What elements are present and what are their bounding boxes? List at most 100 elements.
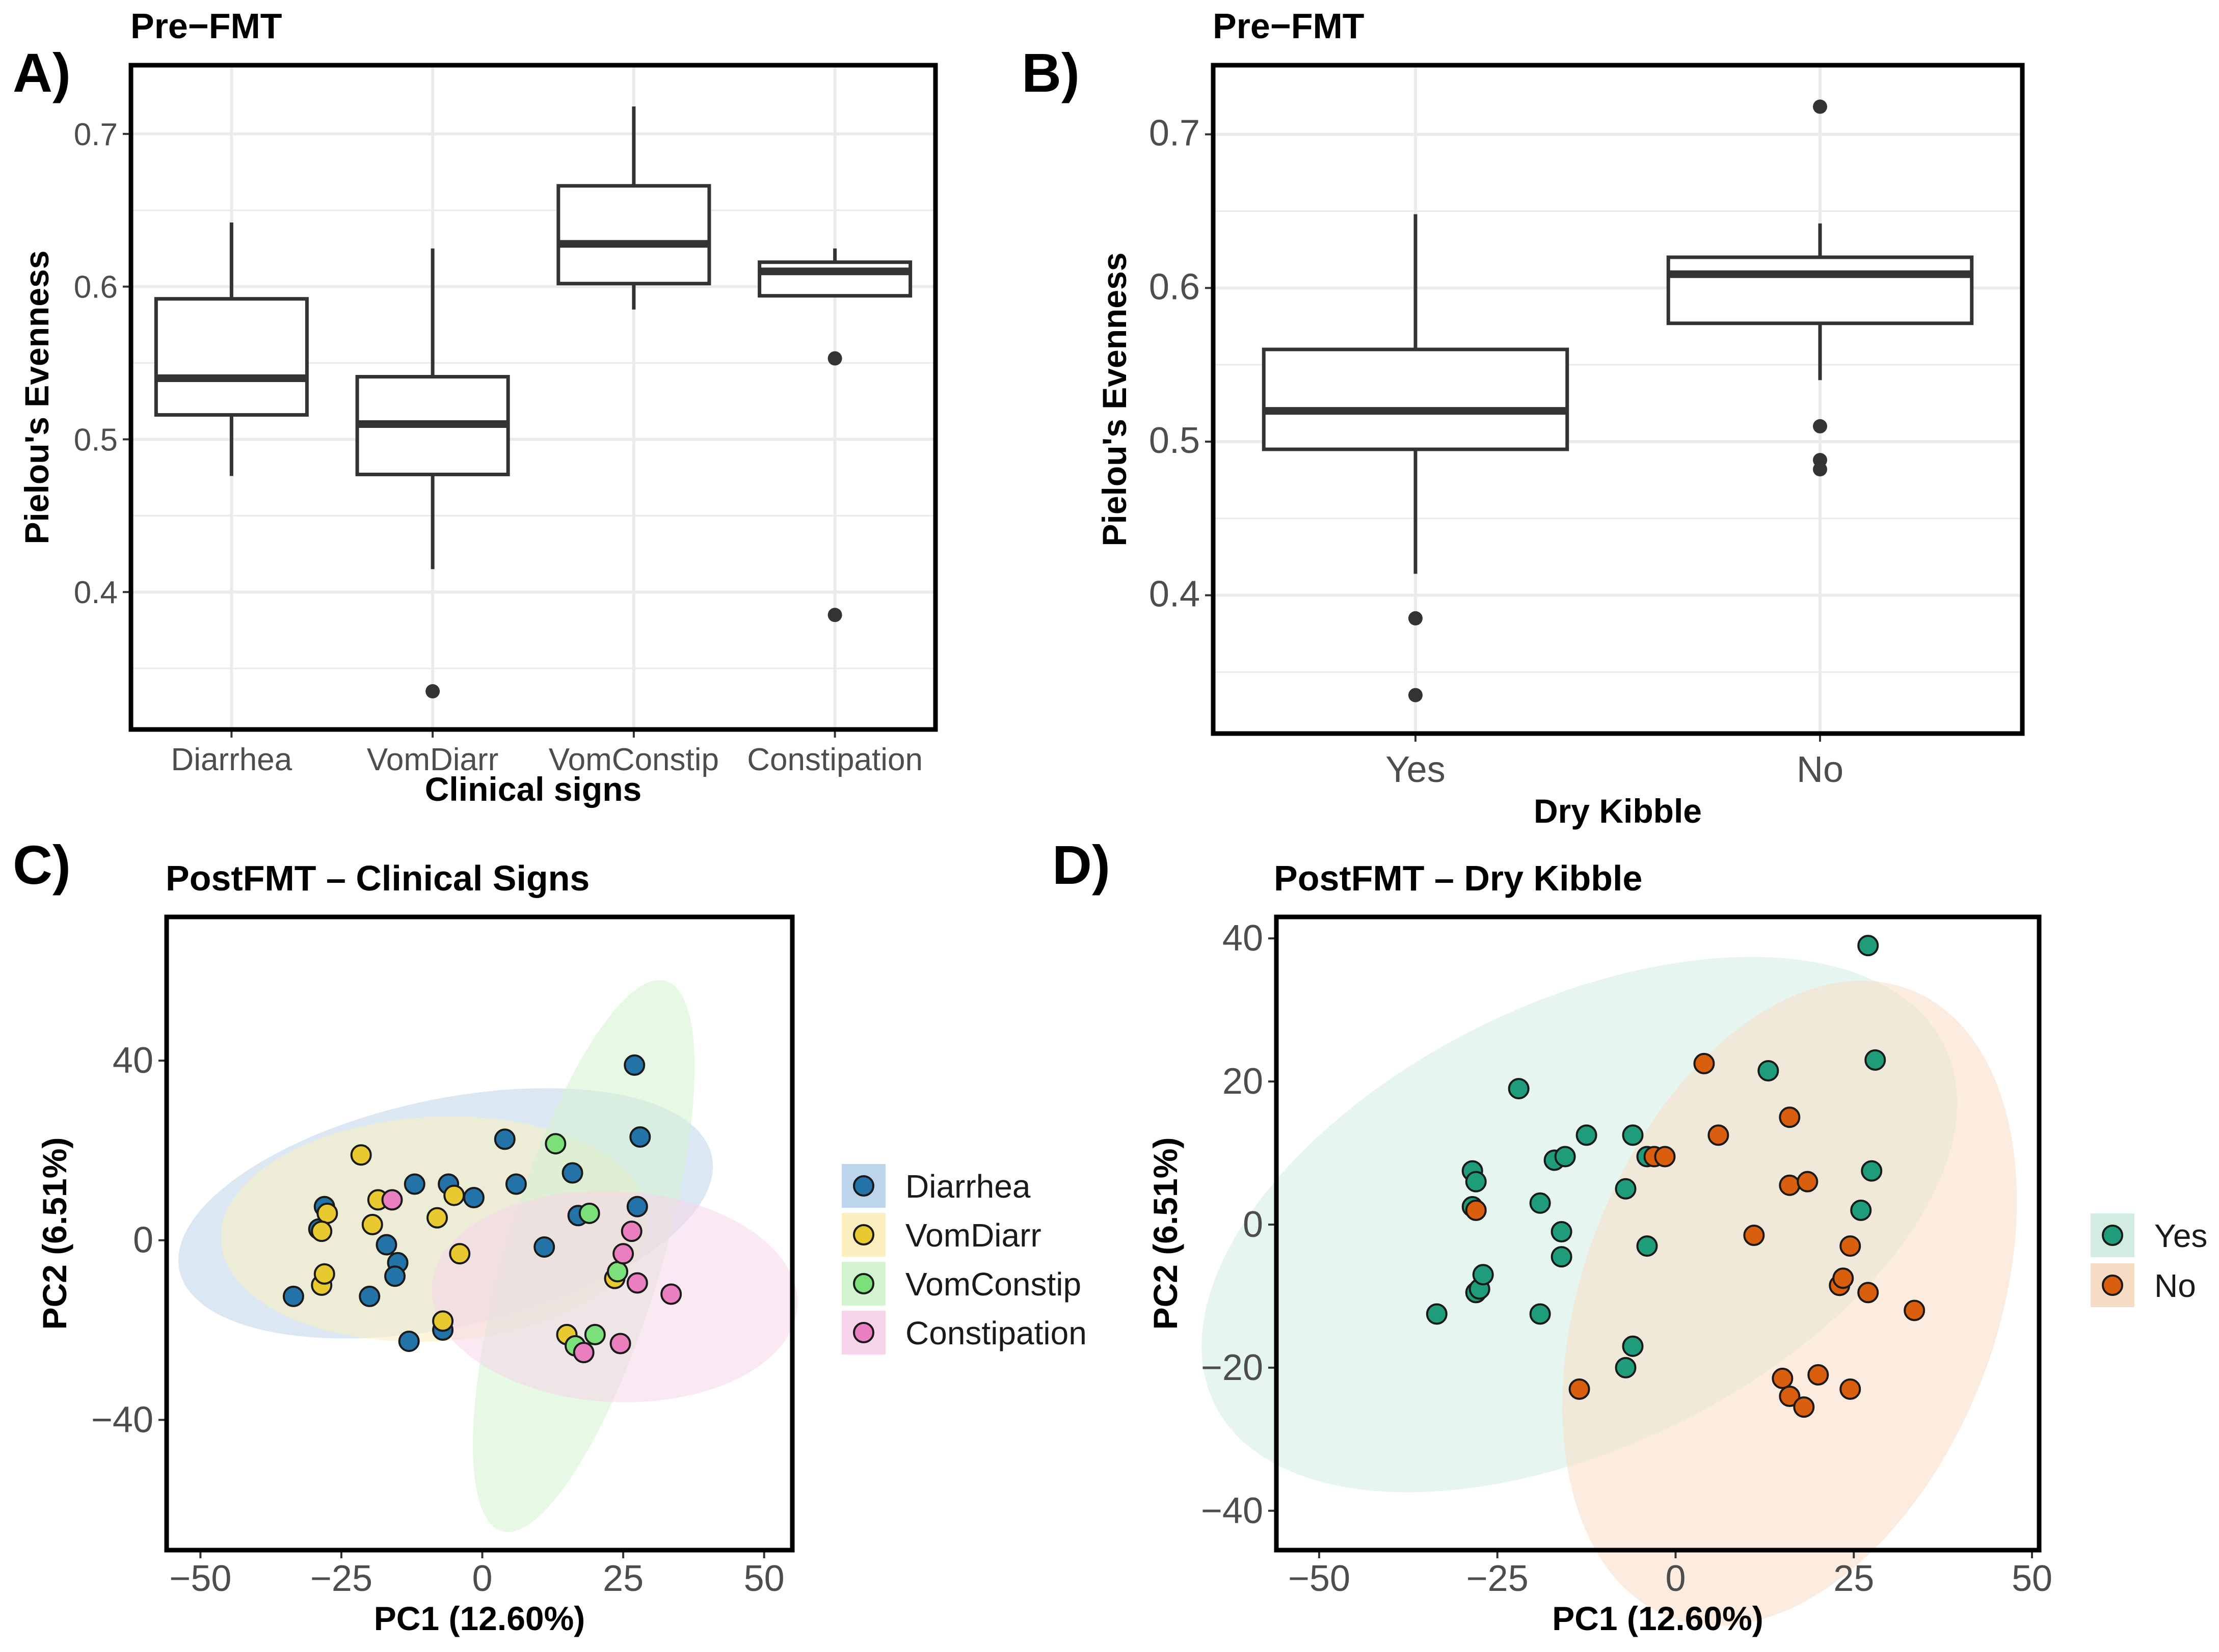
y-tick-label: 0.5: [1149, 420, 1200, 461]
y-tick-label: 0.5: [74, 422, 118, 457]
outlier-point: [425, 684, 440, 699]
panel-border: [128, 63, 938, 732]
panel-letter: A): [13, 42, 71, 103]
box-no: [1666, 99, 1974, 477]
x-tick-label: VomDiarr: [367, 742, 498, 777]
x-tick-label: Diarrhea: [171, 742, 292, 777]
data-point: [463, 1186, 485, 1208]
ellipses: [178, 980, 798, 1532]
legend-symbol: [2102, 1225, 2123, 1246]
data-point: [432, 1310, 454, 1332]
legend-label: Diarrhea: [905, 1168, 1031, 1205]
data-point: [1832, 1267, 1854, 1289]
x-tick-label: Yes: [1385, 749, 1445, 790]
panel-letter: B): [1022, 42, 1080, 103]
data-point: [562, 1162, 583, 1184]
data-point: [505, 1173, 527, 1195]
data-point: [624, 1054, 646, 1076]
data-point: [1622, 1124, 1644, 1146]
iqr-box: [154, 297, 309, 417]
panel-border: [164, 914, 795, 1553]
y-tick-label: −40: [91, 1399, 153, 1440]
outlier-point: [1813, 462, 1827, 477]
y-tick-label: −40: [1201, 1491, 1263, 1531]
panel-d: D) PostFMT – Dry Kibble −50 −25 0 25 50 −40 −20 0…: [1052, 834, 2207, 1637]
legend-label: No: [2154, 1267, 2196, 1304]
data-point: [1857, 1282, 1879, 1304]
data-point: [494, 1128, 516, 1150]
data-point: [316, 1202, 338, 1224]
data-point: [1465, 1199, 1487, 1221]
outlier-point: [827, 608, 842, 622]
y-tick-label: 0.7: [74, 117, 118, 152]
y-tick-label: −20: [1201, 1347, 1263, 1388]
y-axis-label: PC2 (6.51%): [36, 1138, 73, 1330]
points-yes: [1426, 935, 1886, 1378]
data-point: [1772, 1367, 1794, 1389]
legend-label: Yes: [2154, 1217, 2207, 1254]
y-tick-label: 0.6: [1149, 266, 1200, 307]
data-point: [621, 1221, 643, 1242]
x-tick-label: No: [1797, 749, 1843, 790]
panel-letter: D): [1052, 834, 1110, 896]
points-vomdiarr: [311, 1144, 626, 1345]
ellipse-no: [1562, 981, 2017, 1626]
data-point: [1839, 1235, 1861, 1257]
box-diarrhea: [154, 222, 309, 476]
data-point: [1615, 1357, 1637, 1378]
x-tick-label: 25: [1833, 1558, 1874, 1599]
y-tick-label: 0.7: [1149, 113, 1200, 154]
data-point: [1693, 1052, 1715, 1074]
legend-symbol: [853, 1224, 874, 1245]
y-tick-label: 40: [1222, 918, 1263, 959]
data-point: [361, 1213, 383, 1235]
legend: Yes No: [2091, 1213, 2207, 1307]
iqr-box: [556, 184, 711, 286]
legend: Diarrhea VomDiarr VomConstip Constipation: [842, 1164, 1087, 1355]
data-point: [660, 1283, 682, 1305]
data-point: [609, 1333, 631, 1355]
x-axis-label: PC1 (12.60%): [374, 1600, 585, 1637]
y-axis-label: Pielou's Evenness: [18, 251, 56, 545]
x-axis-label: Dry Kibble: [1534, 792, 1702, 830]
panel-letter: C): [13, 834, 71, 896]
data-point: [1472, 1264, 1494, 1286]
panel-b: B) Pre−FMT 0.4 0.5 0.6 0.7 Yes No Dry Kibble Piel…: [1022, 6, 2025, 830]
legend-symbol: [853, 1175, 874, 1197]
data-point: [1743, 1225, 1765, 1247]
data-point: [626, 1196, 648, 1217]
data-point: [1779, 1386, 1801, 1407]
y-tick-label: 0.4: [74, 575, 118, 610]
data-point: [533, 1236, 555, 1258]
data-point: [282, 1285, 304, 1307]
legend-label: Constipation: [905, 1315, 1087, 1351]
legend-symbol: [2102, 1275, 2123, 1296]
outlier-point: [1408, 611, 1423, 626]
x-tick-label: 25: [603, 1558, 644, 1599]
data-point: [578, 1202, 600, 1224]
y-tick-label: 0.4: [1149, 574, 1200, 615]
data-point: [1508, 1078, 1530, 1100]
x-tick-label: 0: [472, 1558, 493, 1599]
x-tick-label: Constipation: [747, 742, 923, 777]
x-tick-label: 0: [1665, 1558, 1686, 1599]
outlier-point: [827, 351, 842, 366]
data-point: [1568, 1378, 1590, 1400]
legend-label: VomDiarr: [905, 1217, 1041, 1254]
data-point: [1550, 1221, 1572, 1242]
data-point: [449, 1243, 471, 1265]
data-point: [607, 1261, 629, 1283]
data-point: [629, 1126, 651, 1148]
data-point: [1807, 1364, 1829, 1386]
data-point: [1622, 1335, 1644, 1357]
data-point: [359, 1285, 381, 1307]
outlier-point: [1813, 99, 1827, 114]
data-point: [1426, 1303, 1448, 1325]
data-point: [384, 1265, 406, 1287]
data-point: [426, 1207, 448, 1229]
data-point: [1654, 1146, 1676, 1168]
data-point: [1757, 1060, 1779, 1081]
data-point: [1636, 1235, 1658, 1257]
data-point: [573, 1342, 595, 1364]
